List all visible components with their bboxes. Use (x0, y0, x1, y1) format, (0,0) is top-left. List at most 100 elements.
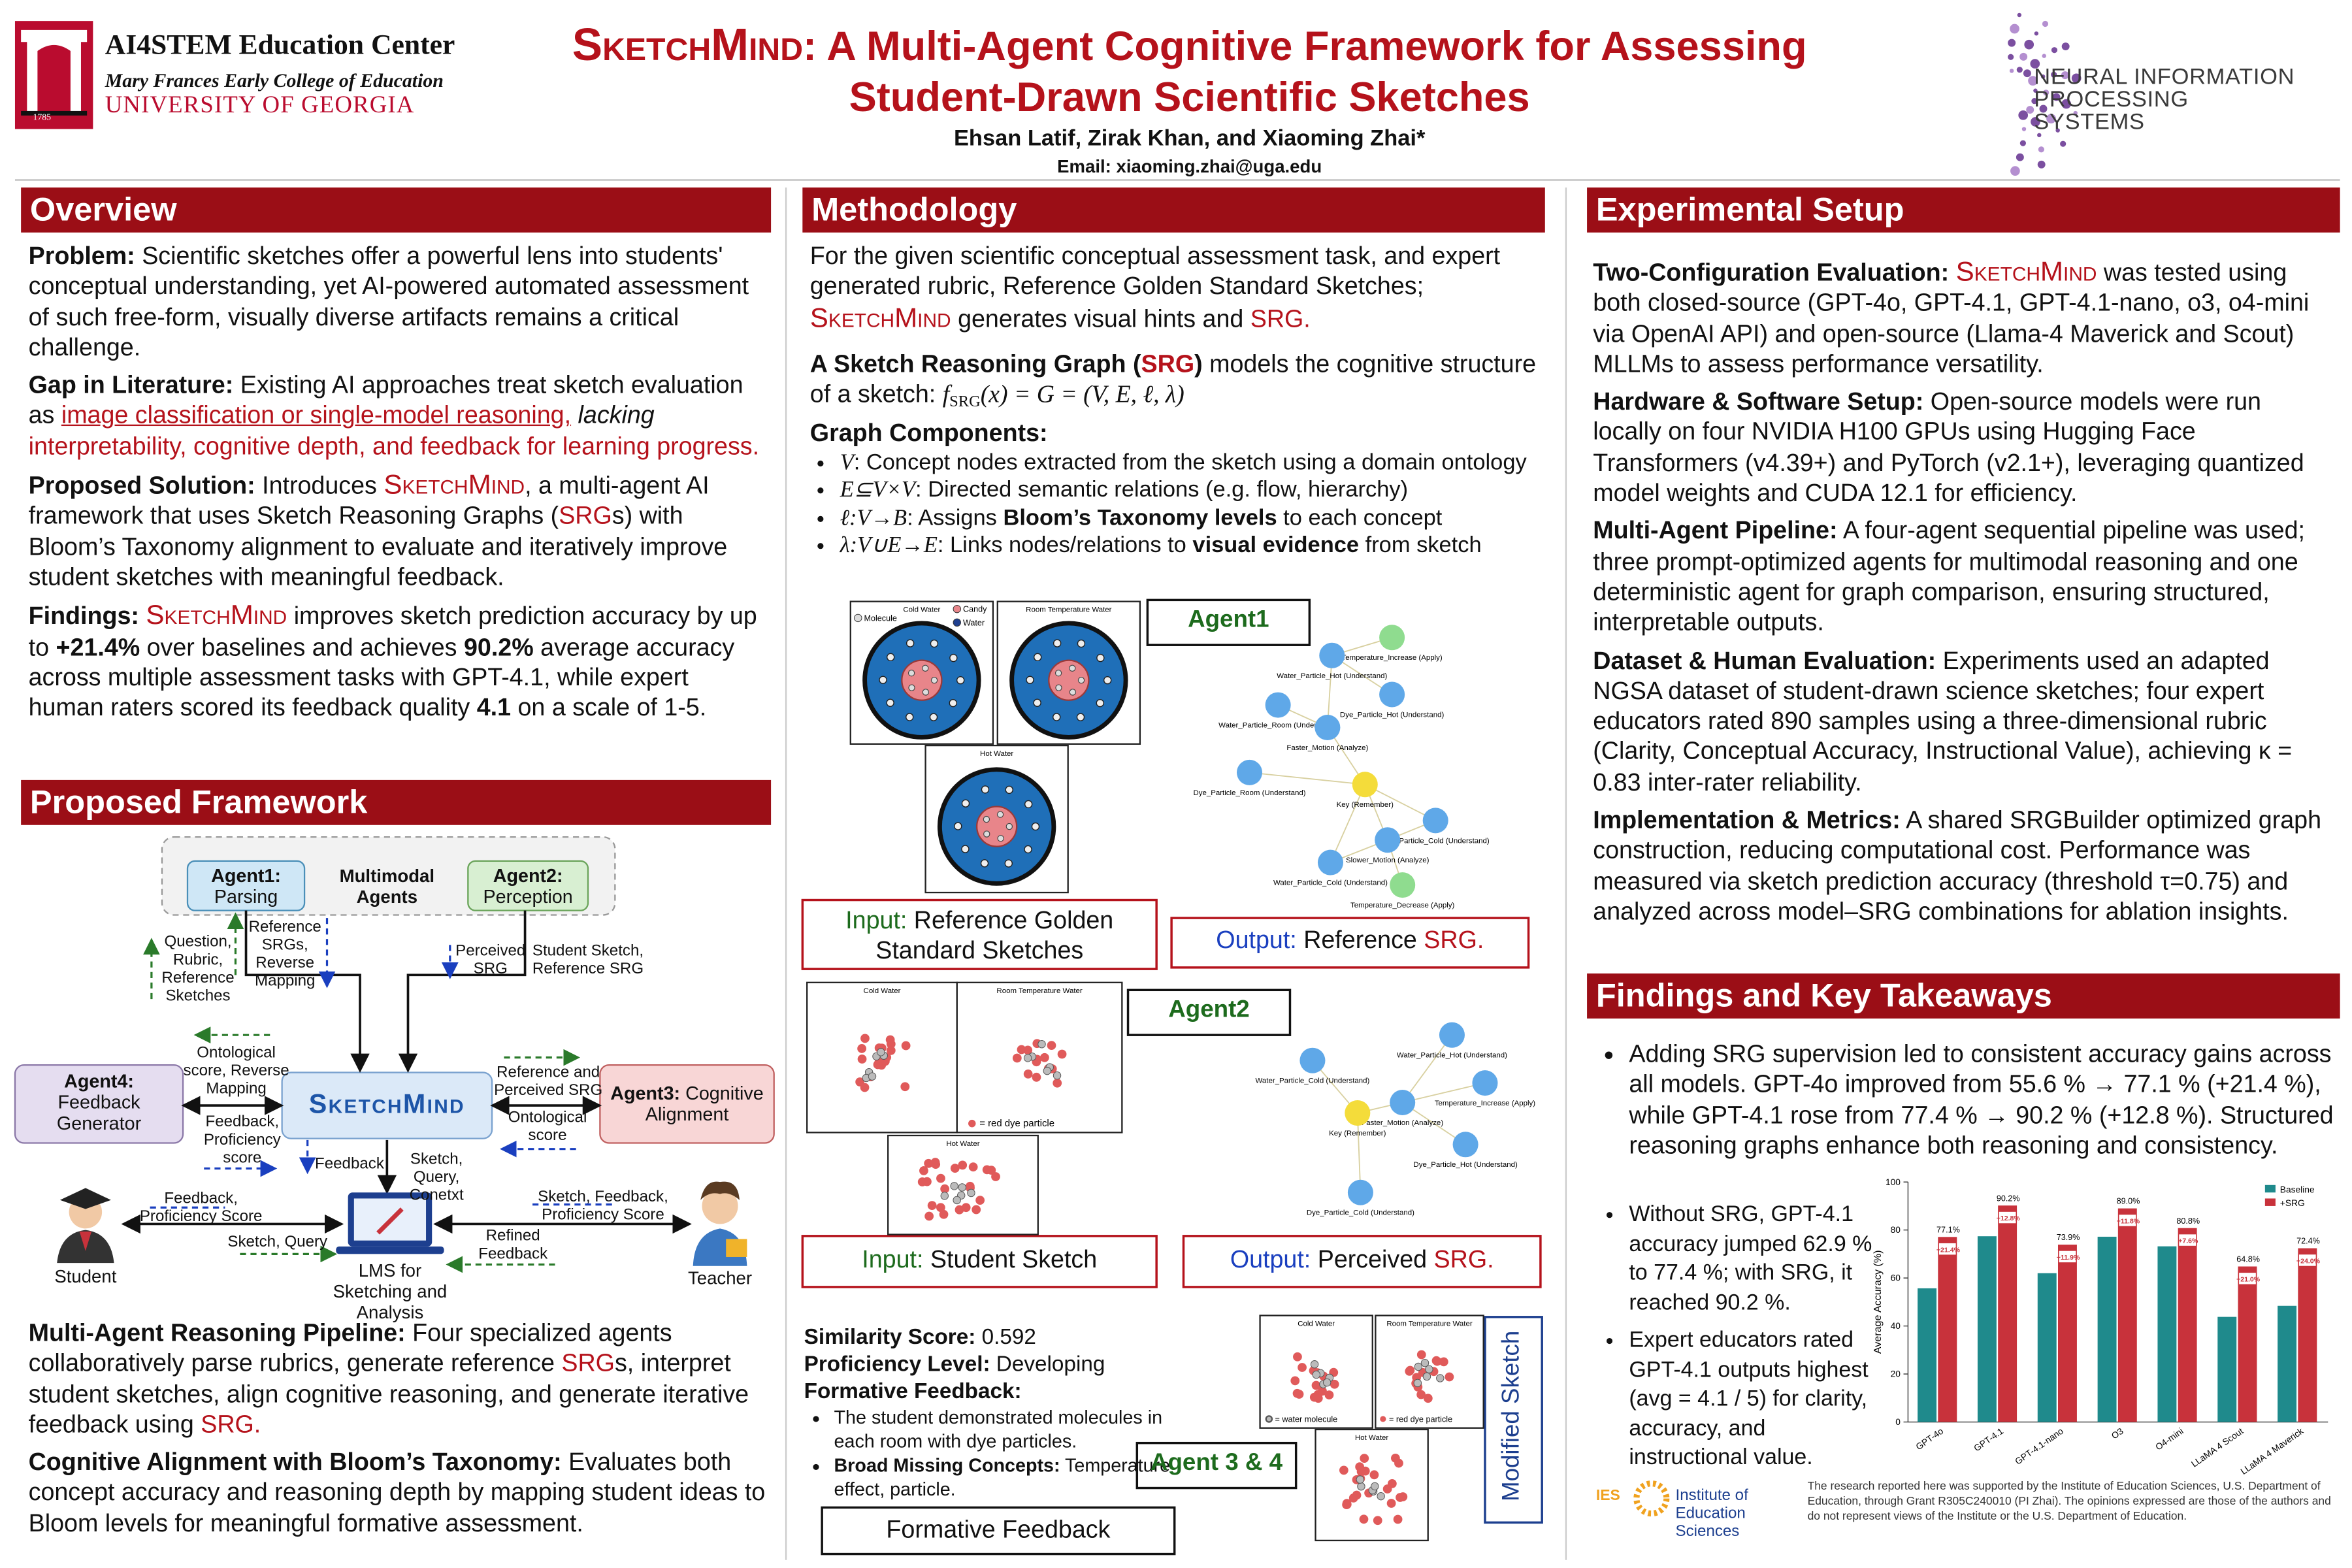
bullet: λ:V∪E→E: Links nodes/relations to visual… (840, 533, 1545, 561)
edge-label: Perceived SRG (455, 941, 526, 978)
node-label: Faster_Motion (Analyze) (1362, 1119, 1443, 1127)
logo-dot (2008, 39, 2016, 47)
agent-tag: Agent2 (1168, 997, 1250, 1023)
paragraph: Implementation & Metrics: A shared SRGBu… (1593, 806, 2335, 927)
text-run: was tested using both closed-source (GPT… (1593, 259, 2310, 378)
text-run: improves sketch prediction accuracy by u… (28, 603, 757, 661)
subheading: Formative Feedback: (804, 1380, 1022, 1404)
text-run: Temperature effect, particle. (834, 1455, 1171, 1500)
text-run: interpretability, cognitive depth, and f… (28, 433, 760, 461)
dye-particle (886, 1046, 896, 1055)
edge-label: Refined Feedback (478, 1227, 548, 1264)
dye-particle (901, 1041, 911, 1051)
water-molecule (1413, 1379, 1422, 1388)
bullet-list: Without SRG, GPT-4.1 accuracy jumped 62.… (1599, 1201, 1876, 1474)
graph-node (1347, 1179, 1373, 1205)
panel-title: Room Temperature Water (1026, 606, 1111, 614)
dye-particle (936, 1173, 945, 1183)
text-run: 90.2% (463, 634, 534, 661)
logo-dot (2061, 71, 2069, 80)
bullet: Expert educators rated GPT-4.1 outputs h… (1629, 1328, 1876, 1474)
text-run: ℓ:V→B (840, 506, 907, 531)
logo-dot (2016, 153, 2024, 161)
graph-node (1390, 1089, 1416, 1116)
molecule (1053, 639, 1062, 647)
dye-particle (1416, 1350, 1426, 1360)
molecule (1034, 653, 1042, 662)
dye-particle (1423, 1394, 1433, 1403)
score-line: Similarity Score: 0.592 (804, 1324, 1179, 1351)
legend-label: = water molecule (1275, 1415, 1338, 1424)
annotation: +7.6% (2178, 1237, 2198, 1245)
dye-particle (1391, 1453, 1400, 1463)
molecule (1033, 698, 1041, 707)
bar (1938, 1237, 1957, 1422)
io-label: Output: Reference SRG. (1171, 927, 1528, 956)
text-run: Input: (845, 907, 907, 935)
dye-particle (1330, 1379, 1339, 1389)
ies-name: Institute of Education Sciences (1675, 1486, 1748, 1541)
text-run: λ:V∪E→E (840, 534, 938, 559)
molecule (1077, 639, 1086, 648)
node-label: Temperature_Increase (Apply) (1435, 1100, 1535, 1107)
molecule (997, 835, 1004, 842)
molecule (886, 698, 894, 707)
teacher-book (726, 1239, 747, 1257)
dye-particle (1298, 1363, 1307, 1372)
molecule (922, 664, 929, 672)
y-tick-label: 40 (1891, 1321, 1901, 1331)
paragraph: Gap in Literature: Existing AI approache… (29, 371, 767, 463)
logo-dot (2017, 12, 2022, 18)
dye-particle (1294, 1390, 1304, 1399)
logo-dot (2008, 54, 2014, 60)
node-label: Key (Remember) (1329, 1130, 1386, 1137)
dye-particle (1393, 1514, 1403, 1524)
edge-label: Question, Rubric, Reference Sketches (161, 933, 235, 1005)
modified-label: Modified Sketch (1499, 1330, 1525, 1502)
graph-edge (1356, 1113, 1362, 1193)
text-run: SRG. (1250, 305, 1311, 333)
y-tick-label: 100 (1886, 1177, 1901, 1187)
annotation: +12.8% (1997, 1215, 2021, 1222)
x-tick-label: GPT-4.1-nano (2013, 1426, 2065, 1467)
setup-body: Two-Configuration Evaluation: SketchMind… (1593, 255, 2335, 935)
sketch-panels: Cold Water Room Temperature Water Hot Wate… (806, 600, 1484, 1542)
logo-dot (2061, 99, 2072, 109)
graph-node (1319, 642, 1345, 668)
logo-dot (2052, 93, 2061, 101)
agent-name: Agent1: (211, 865, 281, 887)
text-run: A shared SRGBuilder optimized graph cons… (1593, 807, 2322, 926)
logo-dot (2073, 110, 2078, 116)
molecule (879, 676, 887, 684)
agent-role: Parsing (214, 886, 278, 908)
text-run: SketchMind (809, 301, 951, 333)
value-label: 72.4% (2296, 1237, 2320, 1246)
water-molecule (1310, 1360, 1319, 1369)
accuracy-chart: 0 20 40 60 80 100 Average Accuracy (%) 77.1% +21… (1872, 1177, 2328, 1477)
college-name: Mary Frances Early College of Education (105, 69, 444, 92)
text-run: Similarity Score: (804, 1326, 976, 1350)
legend-swatch (1380, 1416, 1386, 1422)
bullet: V: Concept nodes extracted from the sket… (840, 449, 1545, 477)
legend-swatch (953, 618, 961, 627)
text-run: Input: (862, 1246, 924, 1274)
title: SketchMind: A Multi-Agent Cognitive Fram… (500, 21, 1880, 123)
dye-particle (950, 1164, 960, 1173)
paragraph: Findings: SketchMind improves sketch pre… (28, 599, 767, 724)
dye-particle (1439, 1357, 1448, 1367)
bullet: Broad Missing Concepts: Temperature effe… (834, 1454, 1179, 1501)
logo-dot (2046, 114, 2056, 123)
bullet: The student demonstrated molecules in ea… (834, 1405, 1179, 1453)
paragraph: Proposed Solution: Introduces SketchMind… (29, 468, 767, 593)
text-run: : Concept nodes extracted from the sketc… (853, 449, 1527, 476)
edge-label: Reference and Perceived SRG (494, 1063, 603, 1100)
molecule (929, 713, 938, 721)
panel-title: Cold Water (903, 606, 940, 614)
bar (2178, 1228, 2197, 1422)
edge-label: Student Sketch, Reference SRG (532, 941, 644, 978)
dye-particle (924, 1158, 934, 1168)
legend-swatch (968, 1119, 976, 1128)
legend-label: Candy (963, 605, 987, 614)
text-run: Reference (1296, 926, 1424, 955)
water-molecule (877, 1048, 885, 1056)
